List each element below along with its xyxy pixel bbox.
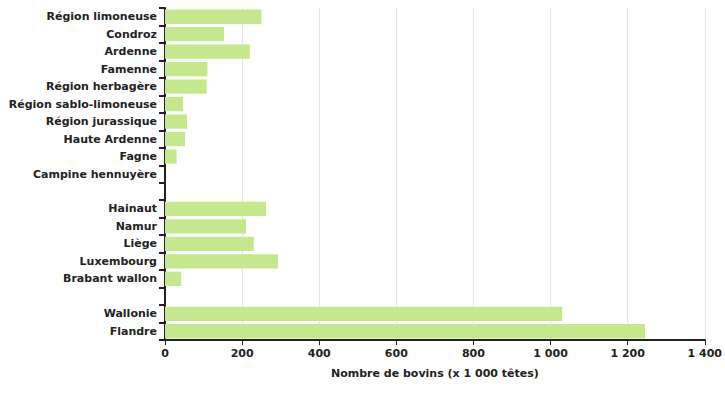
svg-text:Hainaut: Hainaut bbox=[108, 202, 157, 215]
svg-text:1 200: 1 200 bbox=[610, 347, 645, 360]
svg-text:Région herbagère: Région herbagère bbox=[46, 80, 157, 93]
svg-text:0: 0 bbox=[161, 347, 169, 360]
svg-text:Haute Ardenne: Haute Ardenne bbox=[64, 133, 157, 146]
svg-text:Région jurassique: Région jurassique bbox=[46, 115, 157, 128]
svg-text:Flandre: Flandre bbox=[110, 325, 157, 338]
svg-text:600: 600 bbox=[385, 347, 408, 360]
svg-text:Condroz: Condroz bbox=[106, 28, 157, 41]
svg-text:Région sablo-limoneuse: Région sablo-limoneuse bbox=[9, 98, 157, 111]
svg-text:Campine hennuyère: Campine hennuyère bbox=[33, 168, 157, 181]
svg-text:400: 400 bbox=[308, 347, 331, 360]
svg-text:Wallonie: Wallonie bbox=[104, 307, 157, 320]
svg-text:Liège: Liège bbox=[123, 237, 157, 250]
svg-text:Namur: Namur bbox=[116, 220, 158, 233]
svg-text:Luxembourg: Luxembourg bbox=[80, 255, 157, 268]
svg-text:Brabant wallon: Brabant wallon bbox=[63, 272, 157, 285]
svg-text:1 000: 1 000 bbox=[533, 347, 568, 360]
svg-text:Ardenne: Ardenne bbox=[105, 45, 157, 58]
svg-text:800: 800 bbox=[462, 347, 485, 360]
svg-text:Famenne: Famenne bbox=[101, 63, 157, 76]
svg-text:Nombre de bovins (x 1 000 tête: Nombre de bovins (x 1 000 têtes) bbox=[331, 367, 539, 380]
svg-text:1 400: 1 400 bbox=[688, 347, 723, 360]
svg-text:Fagne: Fagne bbox=[120, 150, 157, 163]
svg-text:200: 200 bbox=[231, 347, 254, 360]
svg-text:Région limoneuse: Région limoneuse bbox=[47, 10, 157, 23]
